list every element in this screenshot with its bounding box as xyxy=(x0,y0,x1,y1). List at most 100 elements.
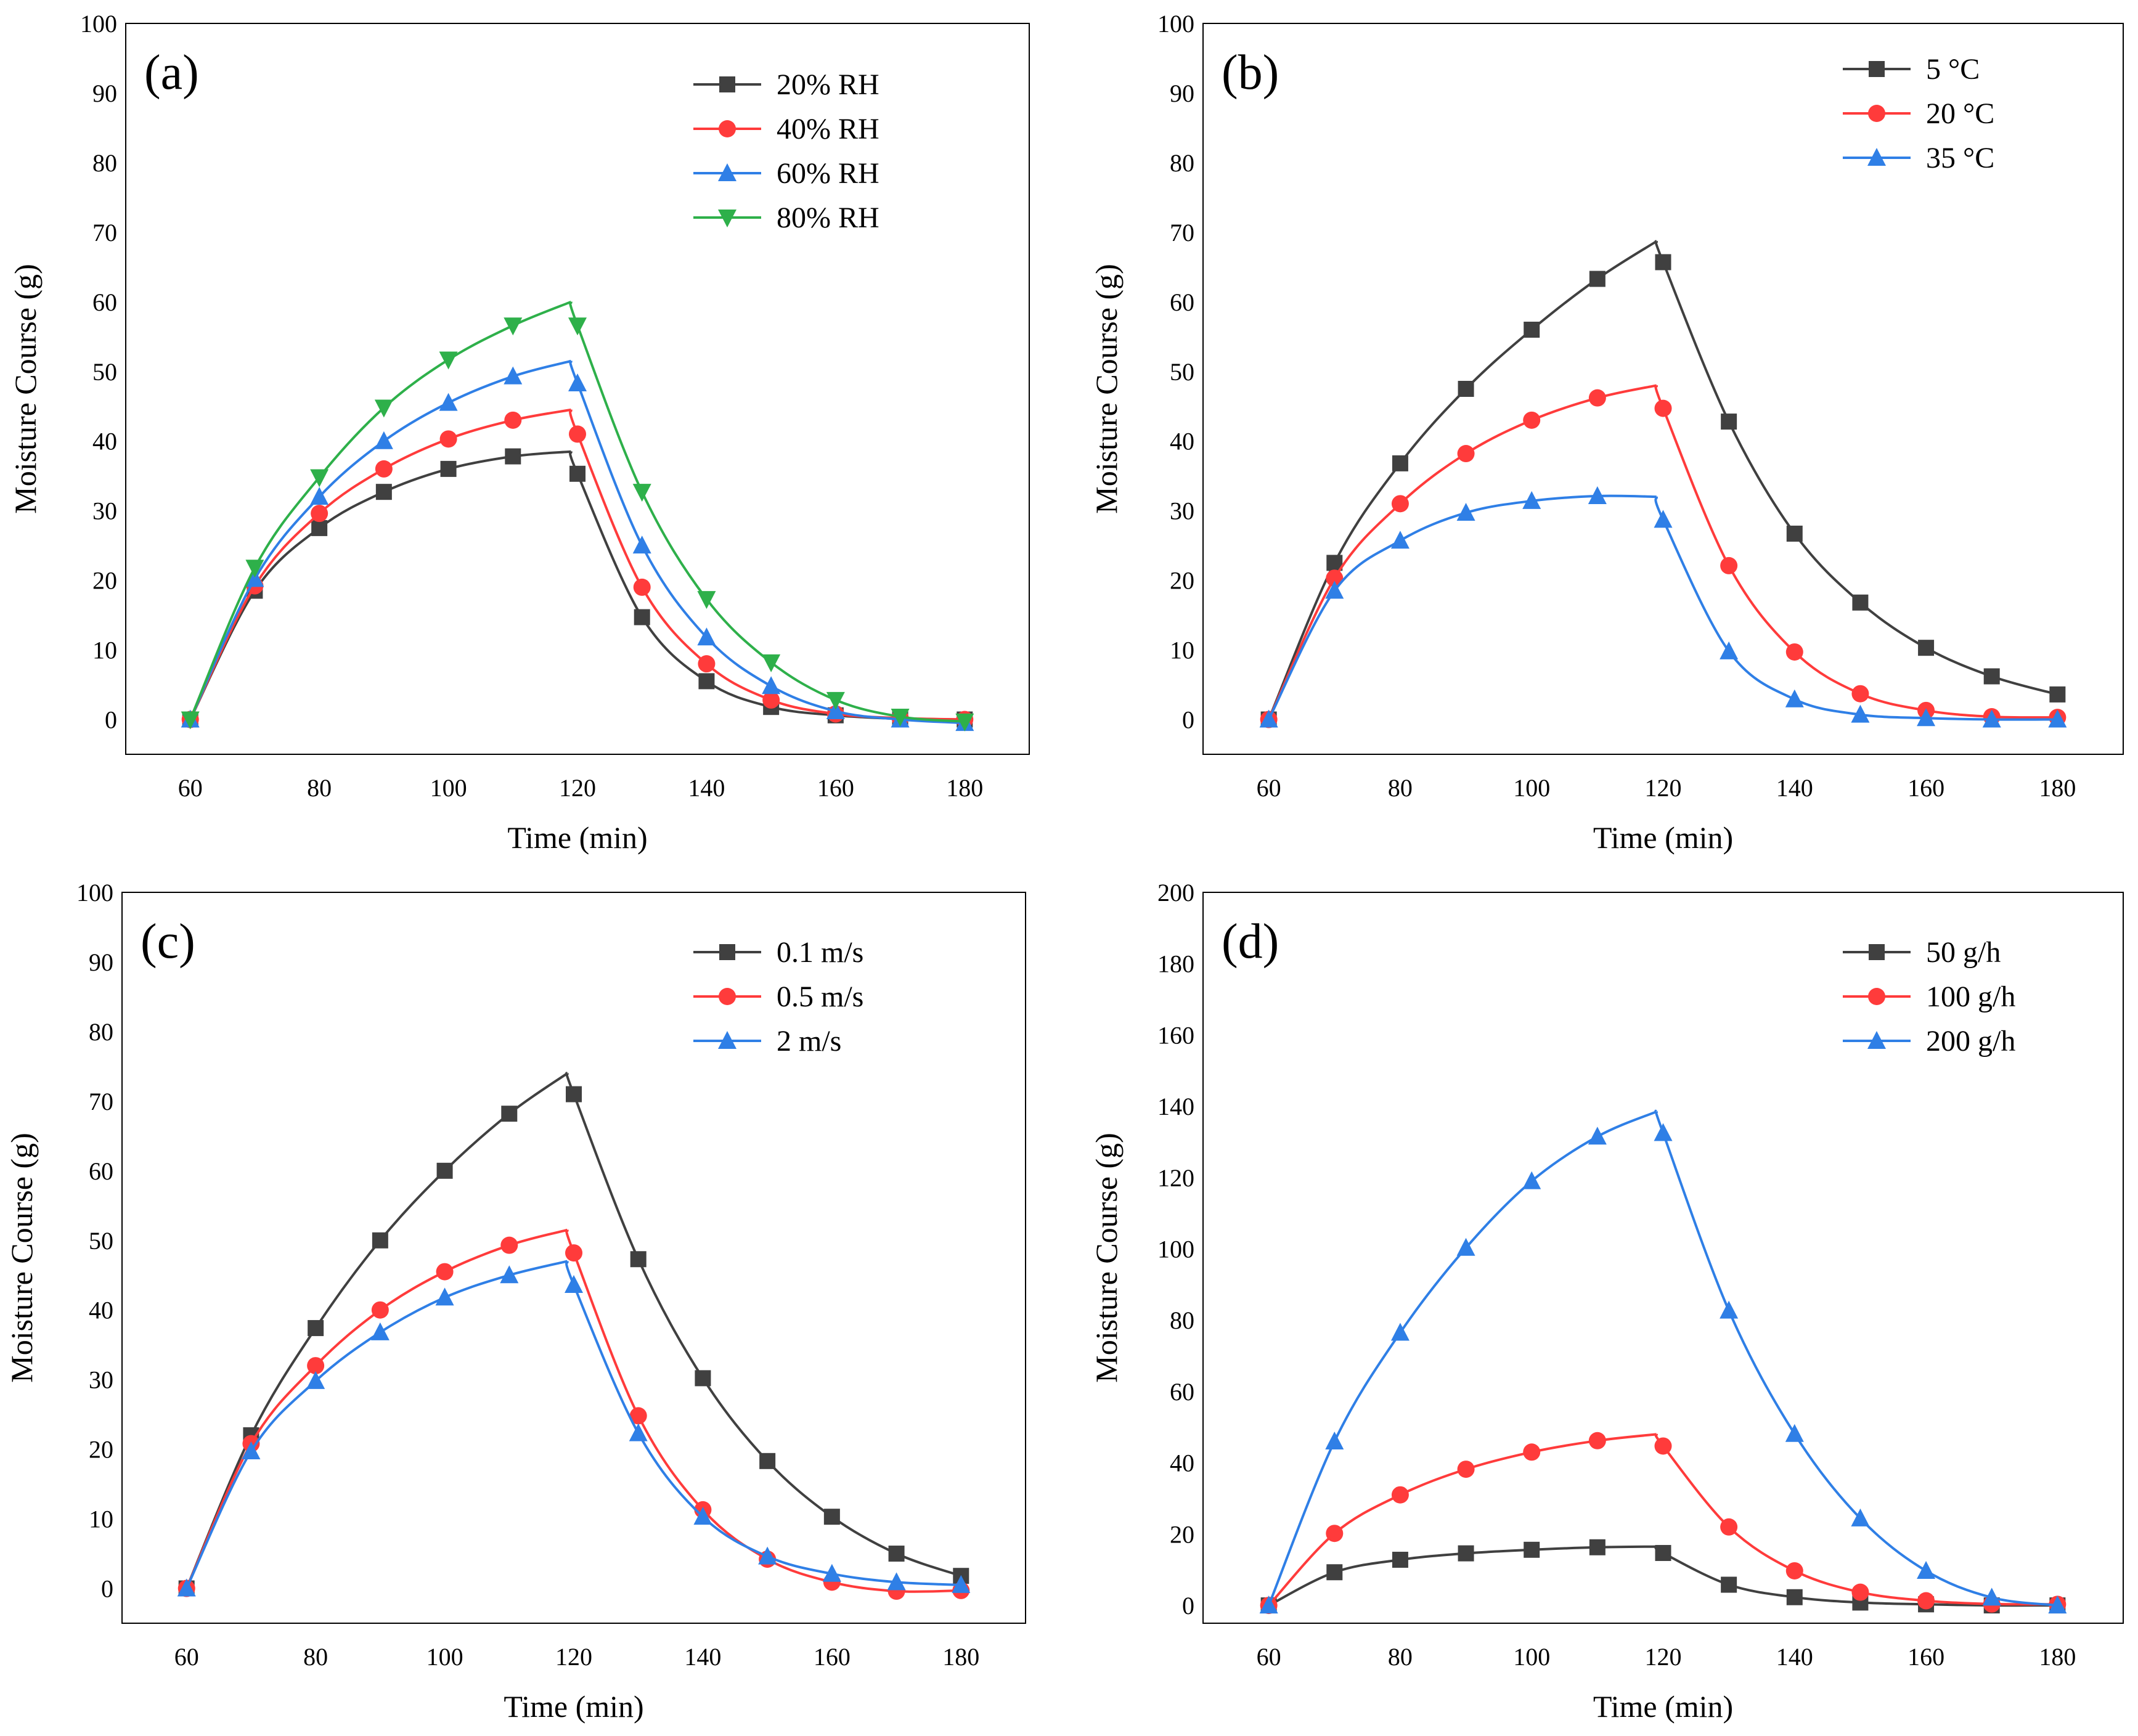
data-point xyxy=(310,469,329,487)
legend-label: 100 g/h xyxy=(1926,980,2015,1013)
legend-item: 60% RH xyxy=(693,157,879,190)
data-point xyxy=(1720,1518,1738,1536)
panel-label: (d) xyxy=(1222,915,1279,969)
series-line xyxy=(1267,1109,2058,1607)
data-point xyxy=(374,431,393,449)
legend-item: 35 °C xyxy=(1843,142,1994,174)
y-tick-label: 70 xyxy=(89,1088,113,1115)
legend-marker xyxy=(1869,61,1885,77)
data-point xyxy=(1458,381,1474,397)
x-tick-label: 80 xyxy=(303,1643,328,1671)
data-point xyxy=(693,1507,712,1525)
data-point xyxy=(1785,689,1804,707)
y-tick-label: 0 xyxy=(101,1575,113,1603)
data-point xyxy=(1326,1564,1343,1581)
legend-marker xyxy=(719,944,735,960)
data-point xyxy=(1456,503,1475,521)
data-point xyxy=(1457,445,1475,463)
chart-panel-a: 0 10 20 30 40 50 60 70 80 90 100 60 80 100 120 140 160 18… xyxy=(8,10,1030,855)
y-tick-label: 10 xyxy=(89,1506,113,1533)
data-point xyxy=(633,578,651,596)
y-tick-label: 40 xyxy=(1170,428,1194,455)
x-tick-label: 100 xyxy=(1513,1643,1550,1671)
data-point xyxy=(1523,411,1541,429)
data-point xyxy=(439,393,458,411)
data-point xyxy=(1391,495,1409,513)
data-point xyxy=(505,448,521,465)
y-tick-label: 30 xyxy=(89,1366,113,1394)
data-point xyxy=(1785,643,1803,661)
plot-frame xyxy=(1202,892,2124,1624)
legend-label: 0.5 m/s xyxy=(777,980,863,1013)
data-point xyxy=(1392,1552,1408,1568)
data-point xyxy=(695,1370,711,1387)
legend-item: 50 g/h xyxy=(1843,936,2001,969)
series-line xyxy=(185,1072,961,1589)
plot-frame xyxy=(121,892,1026,1624)
y-tick-label: 120 xyxy=(1157,1164,1194,1192)
y-tick-label: 200 xyxy=(1157,879,1194,907)
data-point xyxy=(759,1453,776,1469)
data-point xyxy=(887,1572,906,1591)
data-point xyxy=(1391,1486,1409,1504)
legend-marker xyxy=(1868,988,1885,1005)
y-axis-title: Moisture Course (g) xyxy=(8,264,43,514)
data-point xyxy=(1851,704,1870,723)
data-point xyxy=(1851,1508,1870,1526)
x-tick-label: 60 xyxy=(174,1643,199,1671)
y-tick-label: 50 xyxy=(89,1227,113,1255)
y-tick-label: 90 xyxy=(89,948,113,976)
y-tick-label: 60 xyxy=(92,288,117,316)
x-tick-label: 100 xyxy=(430,774,467,802)
data-point xyxy=(1588,389,1606,407)
y-tick-label: 30 xyxy=(92,497,117,525)
x-axis-title: Time (min) xyxy=(1593,820,1733,855)
data-point xyxy=(1390,531,1410,549)
data-point xyxy=(566,1086,582,1102)
y-axis-title: Moisture Course (g) xyxy=(1089,264,1124,514)
data-point xyxy=(1786,1589,1803,1605)
legend-marker xyxy=(1869,944,1885,960)
y-tick-label: 160 xyxy=(1157,1021,1194,1049)
data-point xyxy=(762,691,780,709)
data-point xyxy=(1851,1583,1869,1601)
data-point xyxy=(1524,1541,1540,1558)
data-point xyxy=(1259,709,1278,728)
panel-label: (c) xyxy=(141,915,195,969)
legend-marker xyxy=(1868,105,1885,122)
x-tick-label: 80 xyxy=(307,774,332,802)
data-point xyxy=(632,536,651,554)
data-point xyxy=(504,317,523,336)
data-point xyxy=(758,1546,777,1565)
data-point xyxy=(1456,1237,1475,1256)
data-point xyxy=(1786,525,1803,542)
y-tick-label: 180 xyxy=(1157,950,1194,978)
x-axis-title: Time (min) xyxy=(504,1689,643,1724)
x-tick-label: 60 xyxy=(178,774,203,802)
data-point xyxy=(1325,581,1344,599)
data-point xyxy=(440,460,457,477)
y-tick-label: 80 xyxy=(92,149,117,177)
data-point xyxy=(632,484,651,502)
data-point xyxy=(1917,1560,1936,1579)
y-tick-label: 20 xyxy=(89,1436,113,1464)
series-line xyxy=(189,300,965,723)
y-tick-label: 0 xyxy=(1182,1592,1194,1620)
data-point xyxy=(504,411,522,429)
data-point xyxy=(1918,640,1935,656)
y-tick-label: 40 xyxy=(89,1297,113,1324)
data-point xyxy=(1720,1300,1739,1319)
x-tick-label: 60 xyxy=(1257,1643,1281,1671)
data-point xyxy=(436,1162,453,1179)
data-point xyxy=(569,465,586,482)
data-point xyxy=(1654,1437,1672,1455)
legend-item: 40% RH xyxy=(693,113,879,145)
data-point xyxy=(697,627,716,646)
x-tick-label: 120 xyxy=(1645,1643,1682,1671)
x-tick-label: 180 xyxy=(2039,774,2076,802)
series-200-g-h xyxy=(1259,1109,2067,1614)
data-point xyxy=(371,1301,389,1319)
legend-marker xyxy=(719,988,736,1005)
x-tick-label: 160 xyxy=(1907,774,1944,802)
data-point xyxy=(242,1441,261,1460)
